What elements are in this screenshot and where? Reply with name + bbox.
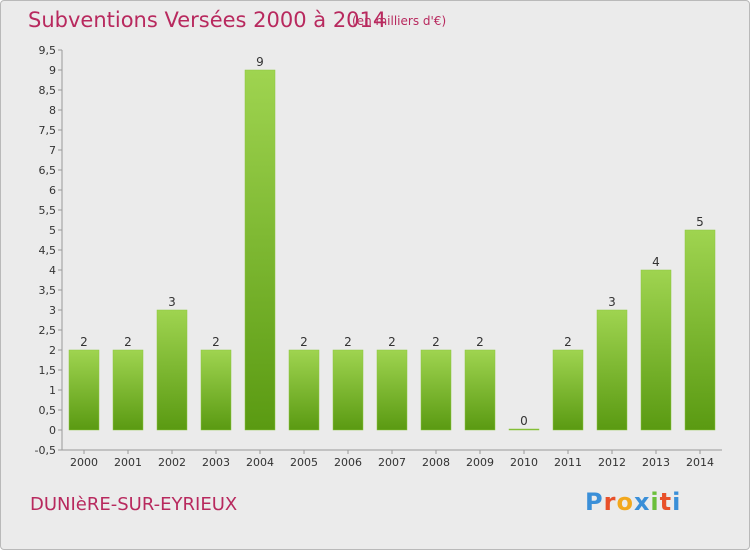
y-tick-label: 9,5 (39, 44, 57, 57)
data-label-2007: 2 (388, 335, 396, 349)
x-tick-label: 2005 (290, 456, 318, 469)
x-tick-label: 2006 (334, 456, 362, 469)
commune-name: DUNIèRE-SUR-EYRIEUX (30, 494, 238, 515)
logo-letter: i (650, 488, 660, 516)
bar-2002 (156, 309, 188, 431)
data-label-2004: 9 (256, 55, 264, 69)
x-tick-label: 2012 (598, 456, 626, 469)
x-tick-label: 2002 (158, 456, 186, 469)
x-tick-label: 2007 (378, 456, 406, 469)
bar-2013 (640, 269, 672, 431)
data-label-2009: 2 (476, 335, 484, 349)
x-tick-label: 2013 (642, 456, 670, 469)
x-tick-label: 2014 (686, 456, 714, 469)
data-label-2002: 3 (168, 295, 176, 309)
bar-2003 (200, 349, 232, 431)
data-label-2012: 3 (608, 295, 616, 309)
y-tick-label: -0,5 (35, 444, 56, 457)
proxiti-logo: Proxiti (585, 488, 681, 516)
x-tick-label: 2000 (70, 456, 98, 469)
y-tick-label: 3 (49, 304, 56, 317)
bar-2009 (464, 349, 496, 431)
x-tick-label: 2004 (246, 456, 274, 469)
x-tick-label: 2003 (202, 456, 230, 469)
y-tick-label: 5 (49, 224, 56, 237)
chart-title: Subventions Versées 2000 à 2014 (28, 8, 387, 32)
y-tick-label: 3,5 (39, 284, 57, 297)
data-label-2000: 2 (80, 335, 88, 349)
y-tick-label: 7 (49, 144, 56, 157)
y-tick-label: 9 (49, 64, 56, 77)
y-tick-label: 4 (49, 264, 56, 277)
y-tick-label: 8,5 (39, 84, 57, 97)
data-label-2005: 2 (300, 335, 308, 349)
x-tick-label: 2008 (422, 456, 450, 469)
bar-2005 (288, 349, 320, 431)
logo-letter: P (585, 488, 604, 516)
y-tick-label: 8 (49, 104, 56, 117)
bar-2011 (552, 349, 584, 431)
y-tick-label: 1,5 (39, 364, 57, 377)
bar-2001 (112, 349, 144, 431)
x-tick-label: 2010 (510, 456, 538, 469)
data-label-2008: 2 (432, 335, 440, 349)
x-tick-label: 2001 (114, 456, 142, 469)
y-tick-label: 0 (49, 424, 56, 437)
chart-subtitle: (en milliers d'€) (352, 14, 447, 28)
bar-2000 (68, 349, 100, 431)
data-label-2003: 2 (212, 335, 220, 349)
bar-2012 (596, 309, 628, 431)
bar-2004 (244, 69, 276, 431)
data-label-2014: 5 (696, 215, 704, 229)
y-tick-label: 6 (49, 184, 56, 197)
y-tick-label: 1 (49, 384, 56, 397)
data-label-2001: 2 (124, 335, 132, 349)
x-tick-label: 2009 (466, 456, 494, 469)
logo-letter: t (659, 488, 673, 516)
data-label-2011: 2 (564, 335, 572, 349)
y-tick-label: 2 (49, 344, 56, 357)
data-label-2013: 4 (652, 255, 660, 269)
y-tick-label: 5,5 (39, 204, 57, 217)
bar-2006 (332, 349, 364, 431)
logo-letter: i (672, 488, 682, 516)
logo-letter: x (633, 488, 651, 516)
y-tick-label: 4,5 (39, 244, 57, 257)
logo-letter: o (616, 488, 634, 516)
data-label-2006: 2 (344, 335, 352, 349)
data-label-2010: 0 (520, 414, 528, 428)
logo-letter: r (603, 488, 617, 516)
bar-2010 (508, 428, 540, 431)
bar-2014 (684, 229, 716, 431)
y-tick-label: 7,5 (39, 124, 57, 137)
bar-2008 (420, 349, 452, 431)
y-tick-label: 2,5 (39, 324, 57, 337)
y-tick-label: 6,5 (39, 164, 57, 177)
bar-2007 (376, 349, 408, 431)
y-tick-label: 0,5 (39, 404, 57, 417)
x-tick-label: 2011 (554, 456, 582, 469)
